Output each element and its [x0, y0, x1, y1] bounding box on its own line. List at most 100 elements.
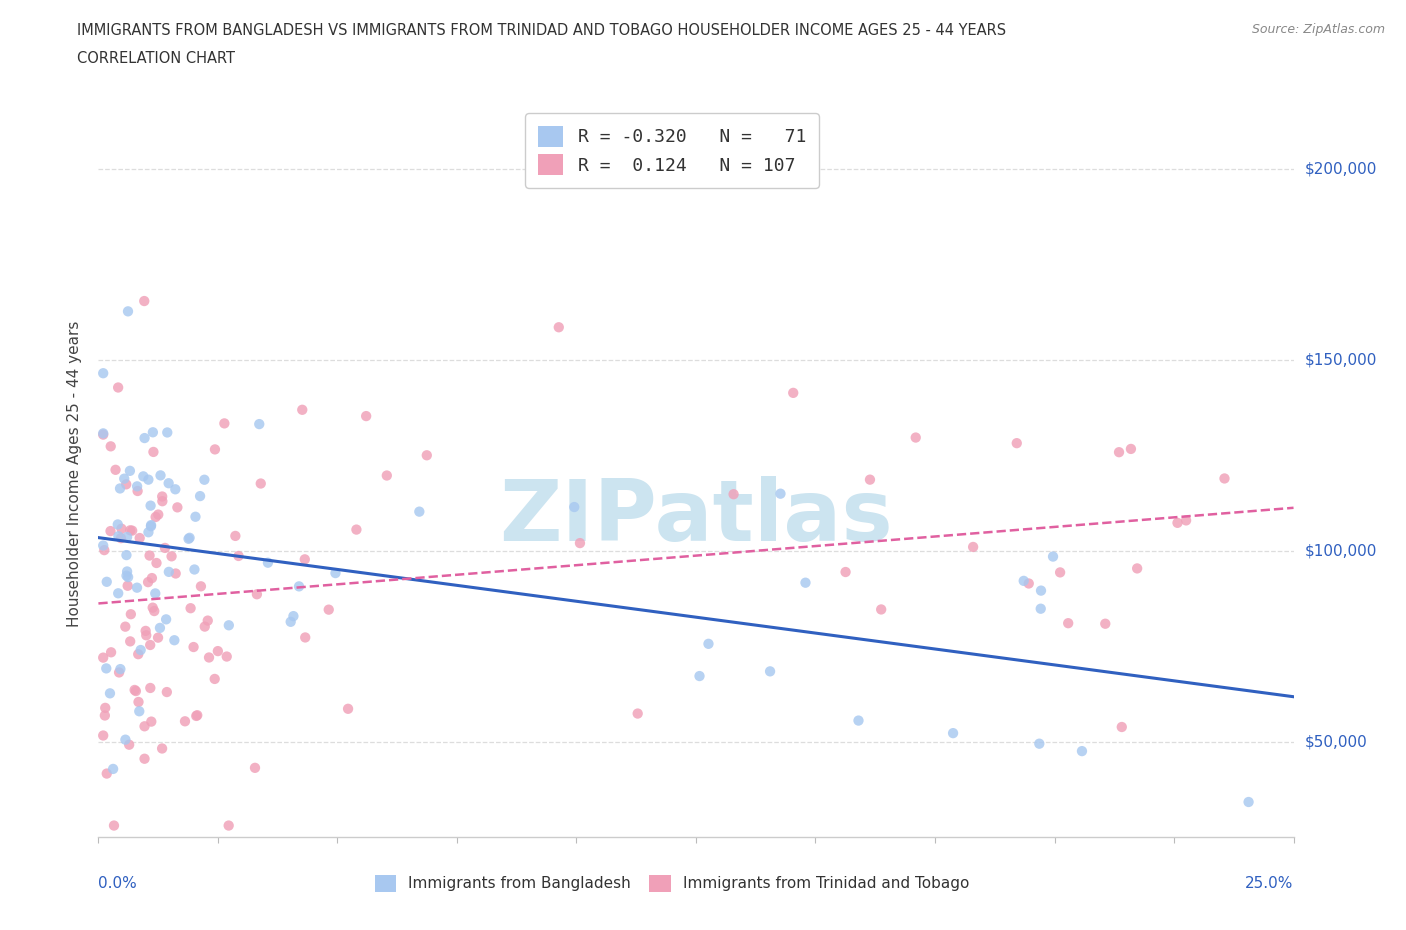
- Point: [160, 549, 183, 564]
- Point: [120, 606, 142, 621]
- Point: [354, 408, 377, 423]
- Point: [94, 700, 117, 715]
- Point: [1005, 436, 1028, 451]
- Text: $150,000: $150,000: [1305, 352, 1376, 367]
- Point: [190, 578, 212, 593]
- Point: [291, 403, 314, 418]
- Point: [408, 504, 430, 519]
- Point: [375, 468, 398, 483]
- Point: [135, 623, 157, 638]
- Point: [782, 385, 804, 400]
- Point: [108, 665, 131, 680]
- Point: [98, 686, 121, 701]
- Point: [124, 683, 146, 698]
- Point: [114, 732, 136, 747]
- Point: [93, 543, 115, 558]
- Point: [568, 536, 591, 551]
- Point: [1049, 565, 1071, 579]
- Point: [115, 548, 138, 563]
- Point: [91, 728, 114, 743]
- Point: [149, 468, 172, 483]
- Point: [150, 494, 173, 509]
- Point: [166, 500, 188, 515]
- Point: [1018, 576, 1040, 591]
- Point: [1119, 442, 1142, 457]
- Point: [1108, 445, 1130, 459]
- Point: [132, 469, 155, 484]
- Point: [91, 365, 114, 380]
- Point: [848, 713, 870, 728]
- Legend: Immigrants from Bangladesh, Immigrants from Trinidad and Tobago: Immigrants from Bangladesh, Immigrants f…: [368, 869, 976, 898]
- Point: [214, 416, 236, 431]
- Point: [115, 529, 138, 544]
- Point: [121, 524, 143, 538]
- Point: [870, 602, 893, 617]
- Point: [100, 524, 122, 538]
- Point: [1175, 513, 1198, 528]
- Point: [114, 619, 136, 634]
- Point: [204, 671, 226, 686]
- Point: [138, 525, 160, 539]
- Point: [228, 549, 250, 564]
- Point: [104, 462, 127, 477]
- Text: ZIPatlas: ZIPatlas: [499, 476, 893, 559]
- Point: [156, 684, 179, 699]
- Point: [177, 531, 200, 546]
- Point: [142, 425, 165, 440]
- Point: [115, 477, 138, 492]
- Point: [139, 498, 162, 513]
- Text: 0.0%: 0.0%: [98, 876, 138, 891]
- Point: [165, 566, 187, 581]
- Point: [117, 304, 139, 319]
- Point: [1126, 561, 1149, 576]
- Point: [188, 488, 211, 503]
- Point: [134, 294, 156, 309]
- Point: [100, 644, 122, 659]
- Point: [180, 601, 202, 616]
- Point: [344, 522, 367, 537]
- Point: [149, 620, 172, 635]
- Point: [904, 430, 927, 445]
- Point: [163, 632, 186, 647]
- Point: [197, 613, 219, 628]
- Point: [129, 643, 152, 658]
- Point: [91, 426, 114, 441]
- Point: [224, 528, 246, 543]
- Point: [91, 538, 114, 553]
- Point: [139, 638, 162, 653]
- Point: [198, 650, 221, 665]
- Point: [1012, 574, 1035, 589]
- Point: [759, 664, 782, 679]
- Point: [91, 427, 114, 442]
- Point: [627, 706, 650, 721]
- Text: $50,000: $50,000: [1305, 734, 1368, 749]
- Point: [942, 725, 965, 740]
- Point: [101, 762, 124, 777]
- Point: [1111, 720, 1133, 735]
- Y-axis label: Householder Income Ages 25 - 44 years: Householder Income Ages 25 - 44 years: [67, 321, 83, 628]
- Point: [146, 631, 169, 645]
- Point: [103, 818, 125, 833]
- Point: [1029, 602, 1052, 617]
- Point: [107, 380, 129, 395]
- Point: [118, 737, 141, 752]
- Point: [257, 555, 280, 570]
- Text: CORRELATION CHART: CORRELATION CHART: [77, 51, 235, 66]
- Point: [117, 578, 139, 593]
- Point: [1057, 616, 1080, 631]
- Point: [107, 586, 129, 601]
- Point: [110, 522, 132, 537]
- Point: [115, 568, 138, 583]
- Point: [110, 661, 132, 676]
- Point: [157, 565, 180, 579]
- Text: $100,000: $100,000: [1305, 543, 1376, 558]
- Point: [288, 579, 311, 594]
- Point: [125, 684, 148, 698]
- Point: [243, 761, 266, 776]
- Point: [962, 539, 984, 554]
- Point: [150, 741, 173, 756]
- Point: [96, 575, 118, 590]
- Point: [174, 714, 197, 729]
- Point: [128, 531, 150, 546]
- Point: [859, 472, 882, 487]
